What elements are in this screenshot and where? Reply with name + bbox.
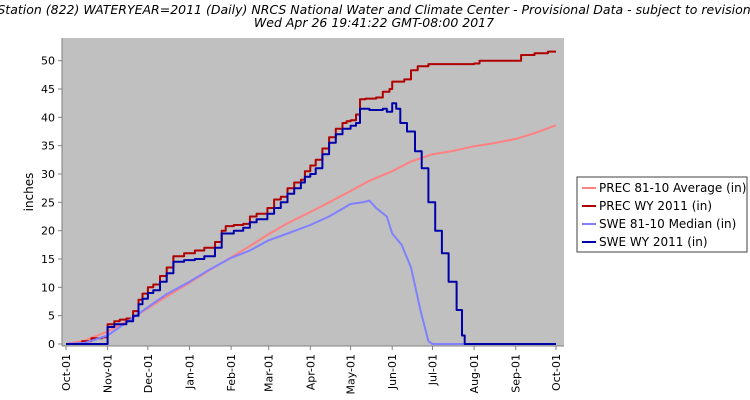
x-tick-label: Oct-01 [550, 354, 563, 391]
x-axis-ticks: Oct-01 Nov-01 Dec-01 Jan-01 Feb-01 Mar-01 Apr-… [60, 346, 563, 395]
y-tick-label: 40 [41, 111, 55, 124]
legend-box [576, 176, 748, 253]
legend: PREC 81-10 Average (in) PREC WY 2011 (in)… [576, 176, 748, 253]
x-tick-label: Dec-01 [142, 354, 155, 393]
y-tick-label: 20 [41, 225, 55, 238]
x-tick-label: Jun-01 [386, 354, 399, 390]
series-layer [65, 50, 557, 345]
x-tick-label: Jul-01 [426, 354, 439, 386]
series-line-swe-wy-2011-in [66, 102, 556, 345]
series-line-swe-81-10-median-in [65, 199, 556, 345]
x-tick-label: Nov-01 [102, 354, 115, 393]
y-tick-label: 50 [41, 55, 55, 68]
chart-subtitle: Wed Apr 26 19:41:22 GMT-08:00 2017 [254, 15, 494, 30]
y-tick-label: 5 [48, 310, 55, 323]
y-tick-label: 10 [41, 281, 55, 294]
x-tick-label: May-01 [345, 354, 358, 395]
x-tick-label: Sep-01 [510, 354, 523, 393]
x-tick-label: Feb-01 [225, 354, 238, 391]
legend-label-swe-81-10-median-in: SWE 81-10 Median (in) [599, 217, 736, 231]
y-tick-label: 25 [41, 196, 55, 209]
legend-label-prec-wy-2011-in: PREC WY 2011 (in) [599, 199, 712, 213]
y-axis-ticks: 0 5 10 15 20 25 30 35 40 45 50 [41, 55, 62, 351]
plot-area [62, 38, 564, 346]
legend-label-swe-wy-2011-in: SWE WY 2011 (in) [599, 235, 708, 249]
chart-title: Station (822) WATERYEAR=2011 (Daily) NRC… [0, 2, 750, 17]
y-tick-label: 45 [41, 83, 55, 96]
x-tick-label: Apr-01 [304, 354, 317, 390]
legend-label-prec-81-10-average-in: PREC 81-10 Average (in) [599, 181, 746, 195]
y-tick-label: 15 [41, 253, 55, 266]
x-tick-label: Jan-01 [184, 354, 197, 390]
y-tick-label: 30 [41, 168, 55, 181]
x-tick-label: Oct-01 [60, 354, 73, 391]
y-axis-label: inches [22, 173, 36, 212]
y-tick-label: 35 [41, 140, 55, 153]
x-tick-label: Mar-01 [263, 354, 276, 392]
y-tick-label: 0 [48, 338, 55, 351]
x-tick-label: Aug-01 [468, 354, 481, 393]
